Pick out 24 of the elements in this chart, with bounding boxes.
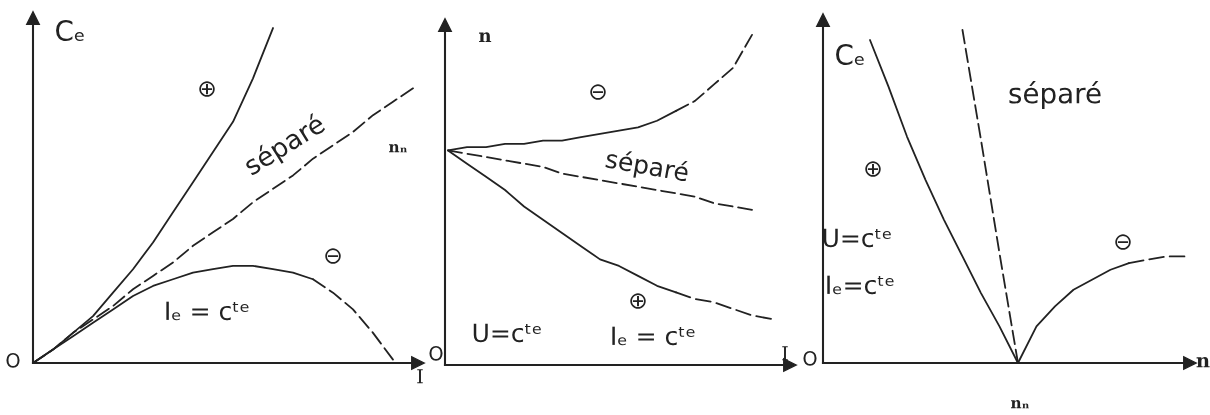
text: nₙ — [1011, 400, 1029, 409]
annotation: Iₑ = cᵗᵉ — [612, 326, 695, 346]
annotation: Iₑ=cᵗᵉ — [827, 275, 894, 295]
series-label: ⊕ — [630, 293, 646, 309]
text: séparé — [604, 147, 690, 187]
annotation: Iₑ = cᵗᵉ — [166, 301, 249, 321]
text: O — [429, 345, 443, 361]
x-axis-title: n — [1196, 357, 1210, 368]
series-label: ⊕ — [199, 81, 215, 97]
y-axis-title: Cₑ — [836, 44, 864, 66]
series-label: ⊖ — [1115, 234, 1131, 250]
annotation: U=cᵗᵉ — [473, 323, 541, 343]
series-label: ⊖ — [590, 84, 606, 100]
series-label: ⊖ — [325, 248, 341, 264]
y-axis-title: n — [479, 32, 492, 42]
x-axis-title: I — [417, 369, 423, 384]
text: O — [6, 352, 20, 368]
annotation: nₙ — [389, 144, 407, 153]
series-label: ⊕ — [865, 161, 881, 177]
text: O — [803, 350, 817, 366]
series-label: séparé — [1009, 81, 1101, 109]
annotation: U=cᵗᵉ — [823, 228, 891, 248]
y-axis-title: Cₑ — [56, 20, 84, 42]
x-axis-title: I — [782, 346, 788, 361]
